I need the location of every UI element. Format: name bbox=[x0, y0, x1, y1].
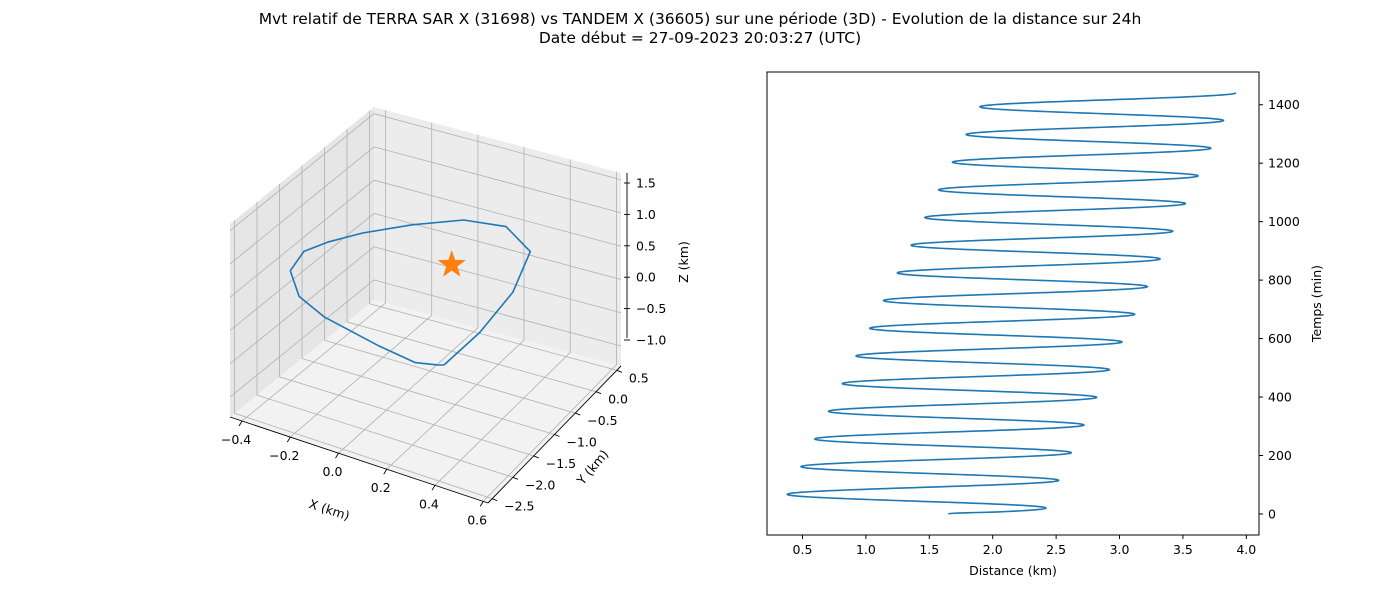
z-tick-label: 1.0 bbox=[636, 207, 656, 222]
y-tick-label: 600 bbox=[1268, 331, 1292, 346]
grid-line-z bbox=[229, 213, 622, 331]
z-tick-label: 0.0 bbox=[636, 270, 656, 285]
y-axis-label: Temps (min) bbox=[1309, 265, 1324, 343]
grid-line-y bbox=[256, 202, 514, 478]
y-tick-label: 0.0 bbox=[608, 392, 628, 407]
z-tick-label: 1.5 bbox=[636, 176, 656, 191]
x-tick-label: −0.4 bbox=[221, 432, 251, 447]
y-axis-label: Y (km) bbox=[573, 447, 611, 489]
x-tick-label: 0.0 bbox=[323, 464, 343, 479]
trajectory-line bbox=[289, 219, 532, 366]
x-tick-label: 3.5 bbox=[1173, 542, 1193, 557]
grid-line-y bbox=[346, 128, 597, 393]
x-axis-label: Distance (km) bbox=[969, 563, 1057, 578]
x-tick-label: 0.2 bbox=[371, 480, 391, 495]
y-tick-label: 200 bbox=[1268, 448, 1292, 463]
grid-line-y bbox=[279, 183, 534, 457]
x-tick-mark bbox=[383, 469, 388, 475]
grid-line-y bbox=[301, 165, 555, 435]
x-axis-line bbox=[229, 416, 489, 504]
x-tick-label: 0.6 bbox=[467, 512, 487, 527]
y-tick-mark bbox=[533, 455, 539, 459]
x-tick-label: −0.2 bbox=[269, 448, 299, 463]
x-tick-mark bbox=[431, 485, 436, 491]
back-pane bbox=[374, 107, 621, 366]
plot-3d: −0.4 −0.2 0.0 0.2 0.4 0.6 −2.5 −2.0 −1.5 −1.0 −0.5… bbox=[221, 107, 691, 527]
z-tick-label: 0.5 bbox=[636, 238, 656, 253]
y-tick-label: −0.5 bbox=[587, 413, 617, 428]
x-tick-label: 1.5 bbox=[919, 542, 939, 557]
y-tick-mark bbox=[491, 498, 498, 502]
y-tick-label: 800 bbox=[1268, 273, 1292, 288]
x-tick-label: 3.0 bbox=[1110, 542, 1130, 557]
figure-title: Mvt relatif de TERRA SAR X (31698) vs TA… bbox=[258, 10, 1142, 28]
y-tick-label: −1.0 bbox=[567, 435, 597, 450]
grid-line-x bbox=[290, 122, 433, 438]
grid-line-x bbox=[386, 147, 525, 470]
y-tick-mark bbox=[595, 391, 602, 395]
z-tick-label: −0.5 bbox=[636, 301, 666, 316]
grid-line-z bbox=[229, 146, 622, 265]
x-tick-mark bbox=[335, 452, 339, 459]
plot-distance-vs-time: 0.5 1.0 1.5 2.0 2.5 3.0 3.5 4.0 Distance (km) 0 20… bbox=[766, 71, 1324, 578]
x-tick-mark bbox=[479, 501, 484, 507]
y-tick-label: 0.5 bbox=[629, 370, 649, 385]
grid-line-z bbox=[229, 279, 622, 398]
y-tick-label: 1400 bbox=[1268, 97, 1300, 112]
z-axis-label: Z (km) bbox=[676, 241, 691, 283]
origin-star-marker bbox=[437, 250, 466, 277]
grid-line-x bbox=[338, 134, 479, 454]
distance-series-line bbox=[786, 92, 1237, 515]
figure-subtitle: Date début = 27-09-2023 20:03:27 (UTC) bbox=[538, 29, 862, 47]
x-tick-mark bbox=[238, 420, 243, 427]
x-tick-label: 4.0 bbox=[1236, 542, 1256, 557]
grid-line-z bbox=[229, 246, 622, 365]
grid-line-y bbox=[369, 110, 617, 371]
y-tick-mark bbox=[616, 369, 623, 373]
y-tick-label: 400 bbox=[1268, 390, 1292, 405]
x-tick-label: 0.4 bbox=[419, 496, 439, 511]
y-tick-label: −2.5 bbox=[504, 499, 534, 514]
grid-line-y bbox=[324, 147, 576, 414]
y-tick-mark bbox=[575, 412, 581, 416]
grid-line-x bbox=[241, 110, 386, 422]
y-tick-label: −1.5 bbox=[546, 456, 576, 471]
y-tick-mark bbox=[554, 434, 560, 437]
x-tick-mark bbox=[286, 436, 291, 443]
y-tick-label: 1200 bbox=[1268, 156, 1300, 171]
y-tick-label: −2.0 bbox=[525, 477, 555, 492]
axes-frame bbox=[766, 71, 1260, 536]
y-tick-label: 1000 bbox=[1268, 214, 1300, 229]
x-tick-label: 0.5 bbox=[793, 542, 813, 557]
y-tick-mark bbox=[512, 476, 519, 480]
grid-line-x bbox=[482, 171, 617, 502]
x-tick-label: 1.0 bbox=[856, 542, 876, 557]
grid-line-z bbox=[229, 179, 622, 298]
x-tick-label: 2.5 bbox=[1046, 542, 1066, 557]
y-tick-label: 0 bbox=[1268, 506, 1276, 521]
grid-line-y bbox=[234, 220, 493, 500]
grid-line-z bbox=[229, 113, 622, 232]
grid-line-x bbox=[434, 159, 571, 486]
x-tick-label: 2.0 bbox=[983, 542, 1003, 557]
z-tick-label: −1.0 bbox=[636, 333, 666, 348]
x-axis-label: X (km) bbox=[307, 496, 351, 523]
